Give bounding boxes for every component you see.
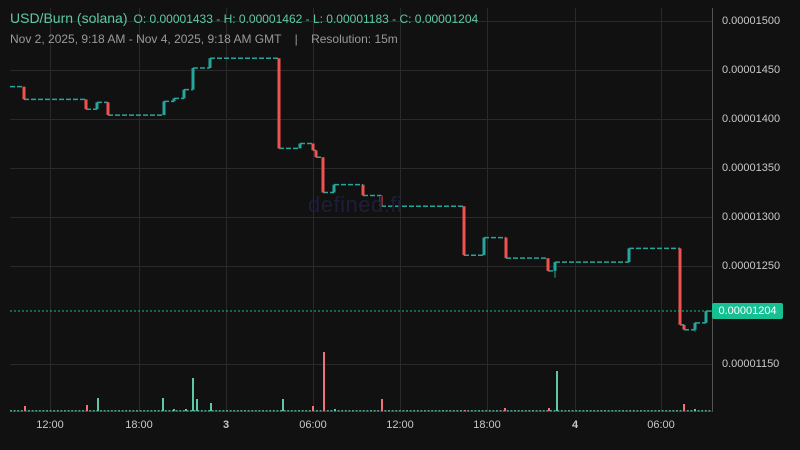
volume-bar	[196, 399, 198, 411]
ohlc-values: O: 0.00001433 - H: 0.00001462 - L: 0.000…	[133, 12, 479, 26]
volume-bar	[173, 409, 175, 411]
volume-bar	[464, 410, 466, 411]
x-axis-label: 06:00	[299, 419, 327, 431]
x-axis-label: 06:00	[647, 419, 675, 431]
candle-up	[208, 58, 212, 69]
candle-down	[314, 150, 318, 158]
candle-down	[504, 237, 508, 259]
candle-down	[361, 184, 365, 196]
grid-lines	[10, 8, 712, 412]
watermark: defined.fi	[308, 192, 403, 217]
candle-up	[553, 262, 557, 271]
separator: |	[294, 32, 298, 46]
volume-bar	[683, 404, 685, 411]
volume-bars	[10, 352, 711, 412]
x-axis-label: 12:00	[386, 419, 414, 431]
candle-down	[22, 86, 26, 100]
candle-down	[678, 248, 682, 325]
candle-up	[627, 248, 631, 263]
candle-up	[704, 311, 708, 323]
price-candles	[10, 57, 712, 332]
candle-down	[311, 143, 315, 151]
candle-down	[379, 195, 383, 207]
volume-bar	[86, 405, 88, 411]
volume-bar	[548, 408, 550, 411]
volume-bar	[323, 352, 325, 411]
x-axis-label: 18:00	[473, 419, 501, 431]
candle-down	[106, 102, 110, 116]
candle-up	[182, 89, 186, 99]
pair-title: USD/Burn (solana)	[10, 10, 128, 26]
candle-up	[162, 101, 166, 116]
y-axis-label: 0.00001500	[722, 15, 781, 27]
y-axis-label: 0.00001400	[722, 113, 781, 125]
volume-bar	[97, 398, 99, 411]
volume-bar	[556, 371, 558, 411]
candle-down	[682, 324, 686, 330]
y-axis-label: 0.00001450	[722, 64, 781, 76]
y-axis-label: 0.00001150	[722, 358, 780, 370]
volume-bar	[162, 398, 164, 411]
y-axis-label: 0.00001300	[722, 211, 781, 223]
volume-bar	[210, 403, 212, 411]
candle-up	[95, 102, 99, 110]
volume-bar	[185, 409, 187, 411]
resolution: Resolution: 15m	[311, 32, 398, 46]
volume-bar	[504, 408, 506, 411]
volume-bar	[694, 409, 696, 411]
candle-down	[321, 157, 325, 193]
volume-bar	[24, 406, 26, 411]
chart-header: USD/Burn (solana) O: 0.00001433 - H: 0.0…	[10, 10, 478, 46]
date-range: Nov 2, 2025, 9:18 AM - Nov 4, 2025, 9:18…	[10, 32, 282, 46]
y-axis-label: 0.00001350	[722, 162, 781, 174]
last-price-tag: 0.00001204	[712, 303, 783, 319]
volume-bar	[381, 399, 383, 411]
x-axis-label: 4	[571, 419, 579, 431]
candle-up	[332, 184, 336, 193]
x-axis-label: 18:00	[125, 419, 153, 431]
candle-down	[84, 99, 88, 110]
volume-bar	[192, 378, 194, 411]
volume-bar	[282, 399, 284, 411]
candle-up	[482, 237, 486, 256]
candle-up	[191, 68, 195, 90]
volume-bar	[334, 409, 336, 411]
candle-up	[172, 98, 176, 102]
volume-bar	[312, 406, 314, 411]
candle-down	[546, 258, 550, 271]
x-axis-label: 12:00	[36, 419, 64, 431]
candle-down	[462, 206, 466, 256]
x-axis-label: 3	[222, 419, 230, 431]
candle-up	[298, 143, 302, 149]
candle-down	[277, 58, 281, 149]
candle-up	[693, 322, 697, 330]
y-axis-label: 0.00001250	[722, 260, 781, 272]
